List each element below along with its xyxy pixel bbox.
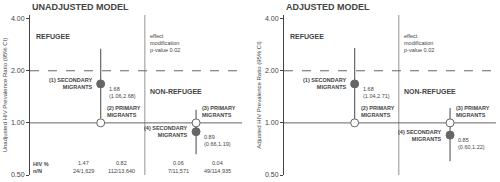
svg-text:Adjusted HIV Prevalence Ratio: Adjusted HIV Prevalence Ratio (95% CI) bbox=[256, 41, 262, 149]
svg-text:2.00: 2.00 bbox=[11, 67, 25, 74]
svg-text:REFUGEE: REFUGEE bbox=[290, 33, 324, 40]
svg-text:1.68(1.06,2.68): 1.68(1.06,2.68) bbox=[109, 86, 136, 99]
svg-text:NON-REFUGEE: NON-REFUGEE bbox=[404, 88, 456, 95]
svg-text:0.50: 0.50 bbox=[11, 171, 25, 178]
svg-text:0.50: 0.50 bbox=[265, 171, 279, 178]
svg-text:1.00: 1.00 bbox=[11, 119, 25, 126]
svg-text:0.85(0.60,1.22): 0.85(0.60,1.22) bbox=[458, 137, 485, 150]
svg-text:4.00: 4.00 bbox=[265, 15, 279, 22]
svg-text:(2) PRIMARYMIGRANTS: (2) PRIMARYMIGRANTS bbox=[107, 105, 141, 118]
svg-text:REFUGEE: REFUGEE bbox=[36, 33, 70, 40]
svg-text:effectmodificationp-value 0.02: effectmodificationp-value 0.02 bbox=[404, 33, 434, 53]
svg-text:0.04: 0.04 bbox=[212, 160, 223, 166]
svg-text:(1) SECONDARYMIGRANTS: (1) SECONDARYMIGRANTS bbox=[303, 77, 347, 90]
svg-text:1.47: 1.47 bbox=[78, 160, 89, 166]
svg-text:ADJUSTED MODEL: ADJUSTED MODEL bbox=[286, 2, 370, 12]
svg-text:NON-REFUGEE: NON-REFUGEE bbox=[150, 88, 202, 95]
svg-text:(3) PRIMARYMIGRANTS: (3) PRIMARYMIGRANTS bbox=[202, 105, 236, 118]
svg-text:7/11,571: 7/11,571 bbox=[168, 168, 189, 174]
svg-text:Unadjusted HIV Prevalence Rati: Unadjusted HIV Prevalence Ratio (95% CI) bbox=[2, 38, 8, 153]
svg-text:(4) SECONDARYMIGRANTS: (4) SECONDARYMIGRANTS bbox=[144, 125, 188, 138]
svg-text:(1) SECONDARYMIGRANTS: (1) SECONDARYMIGRANTS bbox=[49, 77, 93, 90]
svg-text:1.00: 1.00 bbox=[265, 119, 279, 126]
svg-text:4.00: 4.00 bbox=[11, 15, 25, 22]
svg-text:24/1,629: 24/1,629 bbox=[73, 168, 94, 174]
svg-text:0.06: 0.06 bbox=[173, 160, 184, 166]
svg-text:UNADJUSTED MODEL: UNADJUSTED MODEL bbox=[32, 2, 129, 12]
svg-text:1.68(1.04,2.71): 1.68(1.04,2.71) bbox=[363, 86, 390, 99]
svg-text:0.82: 0.82 bbox=[116, 160, 127, 166]
svg-text:112/13,640: 112/13,640 bbox=[108, 168, 135, 174]
svg-text:49/114,935: 49/114,935 bbox=[204, 168, 231, 174]
svg-text:HIV %n/N: HIV %n/N bbox=[33, 161, 49, 174]
svg-text:effectmodificationp-value 0.02: effectmodificationp-value 0.02 bbox=[150, 33, 180, 53]
svg-text:(4) SECONDARYMIGRANTS: (4) SECONDARYMIGRANTS bbox=[398, 129, 442, 142]
svg-text:0.89(0.66,1.19): 0.89(0.66,1.19) bbox=[204, 134, 231, 147]
svg-text:2.00: 2.00 bbox=[265, 67, 279, 74]
svg-text:(2) PRIMARYMIGRANTS: (2) PRIMARYMIGRANTS bbox=[361, 105, 395, 118]
svg-text:(3) PRIMARYMIGRANTS: (3) PRIMARYMIGRANTS bbox=[456, 105, 490, 118]
